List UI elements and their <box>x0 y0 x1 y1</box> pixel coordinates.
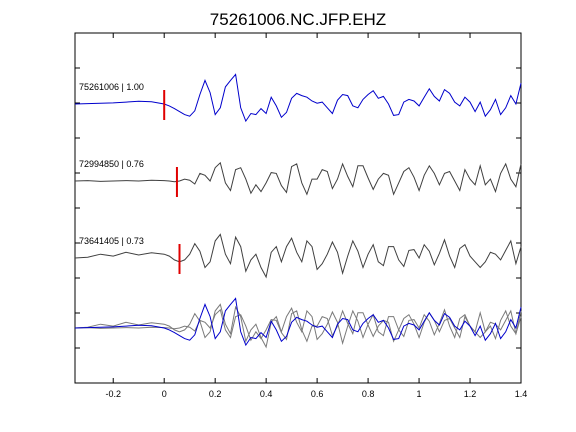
x-tick-label: 0.4 <box>260 389 273 399</box>
trace-label: 73641405 | 0.73 <box>79 236 144 246</box>
x-tick-label: -0.2 <box>105 389 121 399</box>
x-tick-label: 0 <box>162 389 167 399</box>
x-tick-label: 0.8 <box>362 389 375 399</box>
traces: 75261006 | 1.00 72994850 | 0.76 73641405 |… <box>74 73 522 349</box>
x-axis: -0.2 0 0.2 0.4 0.6 0.8 1 1.2 1.4 <box>105 33 527 399</box>
trace-line <box>74 73 522 123</box>
x-tick-label: 1 <box>417 389 422 399</box>
trace-label: 75261006 | 1.00 <box>79 82 144 92</box>
trace-line <box>74 233 522 279</box>
overlay-trace-line <box>74 297 522 347</box>
y-ticks <box>75 67 521 349</box>
chart-title: 75261006.NC.JFP.EHZ <box>210 10 386 29</box>
x-tick-label: 1.4 <box>515 389 528 399</box>
x-tick-label: 1.2 <box>464 389 477 399</box>
trace-label: 72994850 | 0.76 <box>79 159 144 169</box>
overlay-trace-line <box>74 308 522 343</box>
x-tick-label: 0.2 <box>209 389 222 399</box>
x-tick-label: 0.6 <box>311 389 324 399</box>
trace-line <box>74 161 522 196</box>
plot-area: -0.2 0 0.2 0.4 0.6 0.8 1 1.2 1.4 75261006 | 1.00… <box>74 32 527 399</box>
